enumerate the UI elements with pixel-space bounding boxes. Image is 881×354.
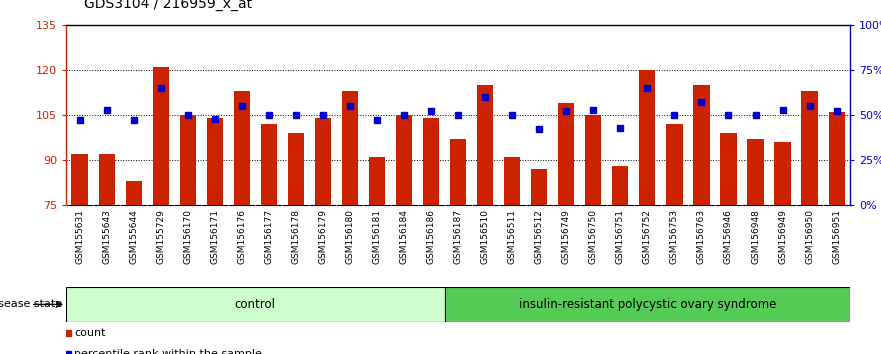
Text: GSM156950: GSM156950 bbox=[805, 209, 814, 264]
Bar bbox=[207, 118, 223, 205]
Bar bbox=[423, 118, 440, 205]
Bar bbox=[531, 169, 547, 205]
Text: GSM156180: GSM156180 bbox=[345, 209, 354, 264]
Bar bbox=[71, 154, 88, 205]
Bar bbox=[369, 157, 385, 205]
Bar bbox=[774, 142, 790, 205]
Bar bbox=[666, 124, 683, 205]
Bar bbox=[477, 85, 493, 205]
Text: GSM156946: GSM156946 bbox=[724, 209, 733, 264]
Bar bbox=[802, 91, 818, 205]
Text: GSM156751: GSM156751 bbox=[616, 209, 625, 264]
Text: GSM155643: GSM155643 bbox=[102, 209, 111, 264]
Text: GSM156749: GSM156749 bbox=[562, 209, 571, 264]
Bar bbox=[233, 91, 250, 205]
Text: GSM155729: GSM155729 bbox=[156, 209, 166, 264]
Bar bbox=[559, 103, 574, 205]
Bar bbox=[126, 181, 142, 205]
Bar bbox=[261, 124, 277, 205]
Text: GSM156170: GSM156170 bbox=[183, 209, 192, 264]
Text: GSM156750: GSM156750 bbox=[589, 209, 598, 264]
Bar bbox=[342, 91, 358, 205]
Bar bbox=[721, 133, 737, 205]
Bar bbox=[450, 139, 466, 205]
Text: count: count bbox=[74, 328, 106, 338]
Text: GSM156187: GSM156187 bbox=[454, 209, 463, 264]
Bar bbox=[99, 154, 115, 205]
Bar bbox=[315, 118, 331, 205]
Bar bbox=[747, 139, 764, 205]
Text: GSM156948: GSM156948 bbox=[751, 209, 760, 264]
Bar bbox=[396, 115, 412, 205]
Text: GSM156186: GSM156186 bbox=[426, 209, 435, 264]
Text: insulin-resistant polycystic ovary syndrome: insulin-resistant polycystic ovary syndr… bbox=[519, 298, 776, 311]
Bar bbox=[180, 115, 196, 205]
Bar bbox=[152, 67, 169, 205]
Text: GSM156177: GSM156177 bbox=[264, 209, 273, 264]
Text: GSM156752: GSM156752 bbox=[643, 209, 652, 264]
Bar bbox=[693, 85, 709, 205]
Bar bbox=[640, 70, 655, 205]
Text: control: control bbox=[235, 298, 276, 311]
Text: GSM156176: GSM156176 bbox=[237, 209, 247, 264]
Bar bbox=[445, 287, 850, 322]
Text: GSM156949: GSM156949 bbox=[778, 209, 787, 264]
Bar bbox=[828, 112, 845, 205]
Text: GSM156184: GSM156184 bbox=[400, 209, 409, 264]
Text: GSM156951: GSM156951 bbox=[833, 209, 841, 264]
Bar bbox=[612, 166, 628, 205]
Text: GSM156510: GSM156510 bbox=[481, 209, 490, 264]
Text: GDS3104 / 216959_x_at: GDS3104 / 216959_x_at bbox=[84, 0, 252, 11]
Text: GSM156512: GSM156512 bbox=[535, 209, 544, 264]
Text: GSM155644: GSM155644 bbox=[130, 209, 138, 264]
Text: GSM156181: GSM156181 bbox=[373, 209, 381, 264]
Text: GSM156179: GSM156179 bbox=[318, 209, 328, 264]
Text: GSM156511: GSM156511 bbox=[507, 209, 516, 264]
Bar bbox=[504, 157, 521, 205]
Text: GSM155631: GSM155631 bbox=[75, 209, 84, 264]
Text: disease state: disease state bbox=[0, 299, 62, 309]
Bar bbox=[66, 287, 445, 322]
Text: percentile rank within the sample: percentile rank within the sample bbox=[74, 349, 262, 354]
Text: GSM156763: GSM156763 bbox=[697, 209, 706, 264]
Text: GSM156178: GSM156178 bbox=[292, 209, 300, 264]
Text: GSM156171: GSM156171 bbox=[211, 209, 219, 264]
Bar bbox=[585, 115, 602, 205]
Text: GSM156753: GSM156753 bbox=[670, 209, 679, 264]
Bar bbox=[288, 133, 304, 205]
